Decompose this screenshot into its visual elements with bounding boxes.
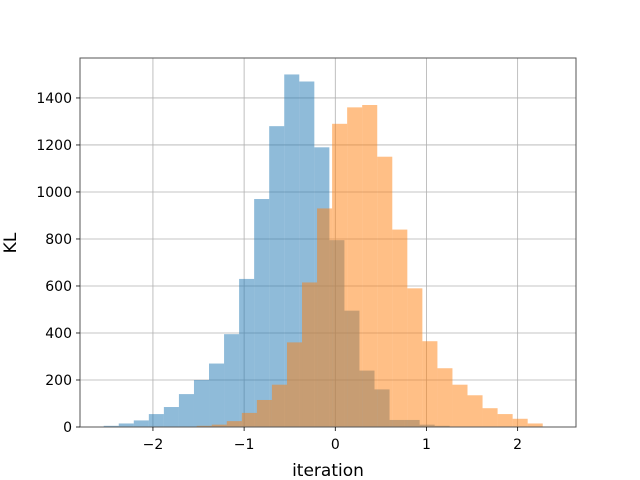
histogram-bar <box>148 414 164 427</box>
histogram-bar <box>209 363 225 427</box>
histogram-bar <box>317 208 333 427</box>
histogram-bar <box>118 423 134 427</box>
histogram-bar <box>467 395 483 427</box>
y-axis-label: KL <box>1 232 21 253</box>
histogram-bar <box>133 420 149 427</box>
x-tick-label: −1 <box>234 437 255 453</box>
bars-layer <box>103 74 543 428</box>
histogram-bar <box>284 74 300 427</box>
histogram-bar <box>437 368 453 427</box>
histogram-bar <box>362 105 378 427</box>
histogram-bar <box>452 384 468 427</box>
x-tick-label: −2 <box>143 437 164 453</box>
y-tick-label: 1000 <box>36 185 72 201</box>
histogram-bar <box>178 394 194 427</box>
histogram-bar <box>271 384 287 427</box>
x-tick-label: 1 <box>422 437 431 453</box>
histogram-bar <box>286 342 303 427</box>
histogram-bar <box>211 424 227 427</box>
histogram-bar <box>226 421 242 427</box>
x-tick-label: 0 <box>331 437 340 453</box>
histogram-bar <box>239 278 255 427</box>
histogram-bar <box>163 407 179 427</box>
histogram-bar <box>512 418 528 427</box>
x-tick-label: 2 <box>513 437 522 453</box>
y-tick-label: 400 <box>45 326 72 342</box>
y-axis-ticks: 0 200 400 600 800 1000 1200 1400 <box>36 91 80 436</box>
histogram-bar <box>482 408 498 427</box>
x-axis-ticks: −2 −1 0 1 2 <box>143 427 522 453</box>
histogram-bar <box>103 425 119 427</box>
histogram-series-2 <box>196 105 543 428</box>
histogram-bar <box>302 282 318 427</box>
histogram-bar <box>422 341 438 427</box>
histogram-bar <box>392 229 408 427</box>
y-tick-label: 1400 <box>36 91 72 107</box>
histogram-bar <box>193 379 210 427</box>
histogram-bar <box>377 156 393 427</box>
histogram-bar <box>256 399 272 427</box>
plot-area <box>79 57 577 428</box>
histogram-bar <box>347 107 363 427</box>
histogram-bar <box>241 412 257 427</box>
y-tick-label: 600 <box>45 279 72 295</box>
histogram-bar <box>224 334 240 427</box>
histogram-bar <box>332 123 348 428</box>
axes-frame <box>79 57 577 428</box>
y-tick-label: 800 <box>45 232 72 248</box>
histogram-bar <box>269 126 285 427</box>
y-tick-label: 1200 <box>36 138 72 154</box>
histogram-bar <box>407 288 423 427</box>
histogram-bar <box>527 423 543 427</box>
histogram-bar <box>196 425 212 427</box>
histogram-bar <box>254 199 270 427</box>
y-tick-label: 200 <box>45 373 72 389</box>
x-axis-label: iteration <box>292 461 364 480</box>
histogram-bar <box>497 414 513 427</box>
y-tick-label: 0 <box>63 420 72 436</box>
